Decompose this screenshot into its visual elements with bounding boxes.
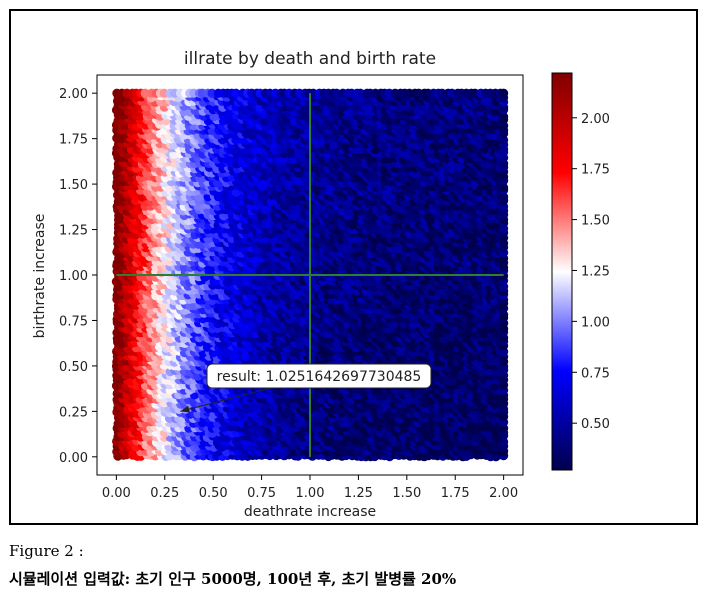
- figure-frame: illrate by death and birth rate 0.00 0.25…: [9, 9, 698, 525]
- scatter-points: [111, 88, 509, 462]
- chart-title: illrate by death and birth rate: [184, 49, 436, 69]
- chart: illrate by death and birth rate 0.00 0.25…: [32, 49, 610, 520]
